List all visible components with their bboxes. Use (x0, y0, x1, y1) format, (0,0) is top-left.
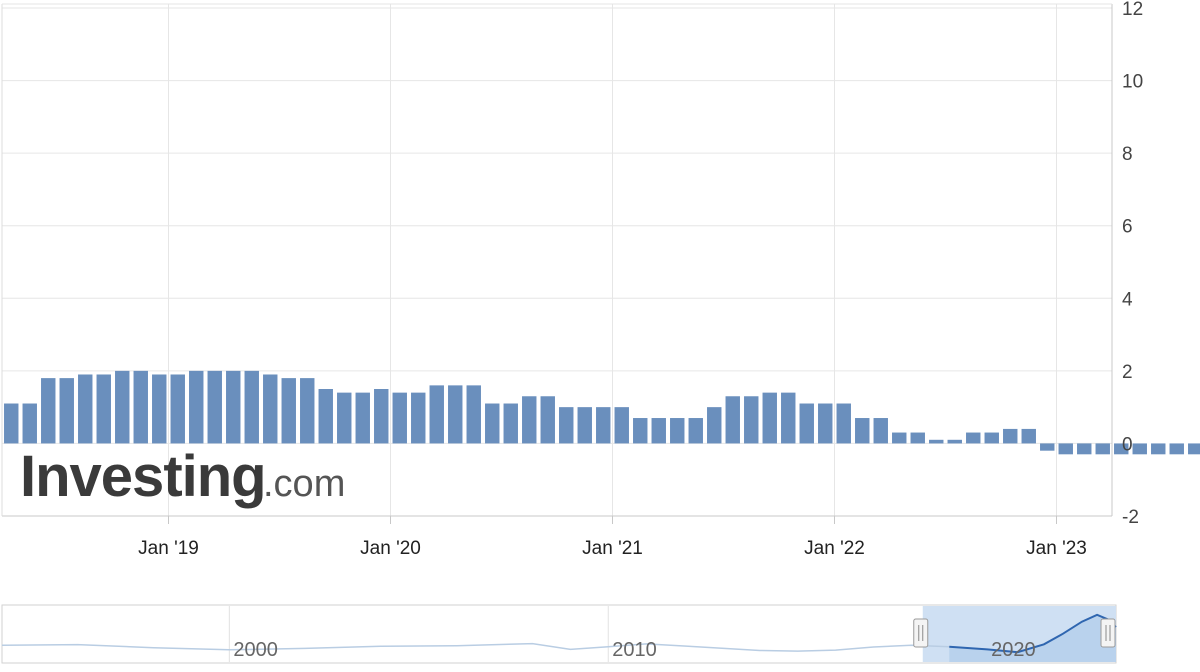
bar[interactable] (836, 403, 851, 444)
x-tick-label: Jan '22 (804, 538, 865, 559)
navigator-label: 2010 (612, 639, 657, 661)
x-tick-label: Jan '21 (582, 538, 643, 559)
bar[interactable] (670, 418, 685, 444)
bar[interactable] (1132, 443, 1147, 455)
y-tick-label: 8 (1122, 144, 1133, 165)
bar[interactable] (1077, 443, 1092, 455)
bar[interactable] (966, 432, 981, 444)
navigator-handle-left[interactable] (913, 618, 929, 648)
bar[interactable] (929, 439, 944, 444)
bar[interactable] (263, 374, 278, 444)
bar[interactable] (1151, 443, 1166, 455)
bar[interactable] (781, 392, 796, 444)
bar[interactable] (207, 370, 222, 444)
bar[interactable] (1040, 443, 1055, 451)
bar[interactable] (4, 403, 19, 444)
bar[interactable] (540, 396, 555, 444)
bar[interactable] (947, 439, 962, 444)
bar[interactable] (41, 378, 56, 444)
y-tick-label: 4 (1122, 289, 1133, 310)
y-tick-label: 6 (1122, 217, 1133, 238)
bar[interactable] (115, 370, 130, 444)
bar[interactable] (651, 418, 666, 444)
plot-background (2, 4, 1112, 516)
bar[interactable] (559, 407, 574, 444)
y-tick-label: 0 (1122, 434, 1133, 455)
bar[interactable] (707, 407, 722, 444)
bar[interactable] (522, 396, 537, 444)
bar[interactable] (318, 389, 333, 444)
investing-logo: Investing .com (20, 444, 345, 509)
bar[interactable] (1169, 443, 1184, 455)
bar[interactable] (411, 392, 426, 444)
y-axis-ticks: -2 0 2 4 6 8 10 12 (1122, 0, 1143, 528)
bar[interactable] (596, 407, 611, 444)
bar[interactable] (633, 418, 648, 444)
bar[interactable] (78, 374, 93, 444)
bar[interactable] (725, 396, 740, 444)
bar[interactable] (1021, 428, 1036, 444)
time-navigator[interactable]: 2000 2010 2020 (1, 604, 1117, 664)
bar[interactable] (226, 370, 241, 444)
navigator-label: 2020 (991, 639, 1036, 661)
y-tick-label: 12 (1122, 0, 1143, 20)
brand-name: Investing (20, 444, 266, 509)
bar[interactable] (281, 378, 296, 444)
bar[interactable] (244, 370, 259, 444)
bar[interactable] (503, 403, 518, 444)
bar[interactable] (744, 396, 759, 444)
bar[interactable] (448, 385, 463, 444)
bar[interactable] (688, 418, 703, 444)
navigator-label: 2000 (233, 639, 277, 661)
bar[interactable] (466, 385, 481, 444)
x-tick-label: Jan '23 (1026, 538, 1087, 559)
bar[interactable] (892, 432, 907, 444)
bar[interactable] (762, 392, 777, 444)
bar[interactable] (984, 432, 999, 444)
bar[interactable] (1114, 443, 1129, 455)
bar[interactable] (1003, 428, 1018, 444)
bar[interactable] (300, 378, 315, 444)
y-tick-label: 2 (1122, 362, 1133, 383)
axes (1, 3, 1113, 517)
navigator-handle-right[interactable] (1100, 618, 1116, 648)
bar-series[interactable] (4, 59, 1200, 455)
handle-grip[interactable] (913, 618, 929, 648)
bar[interactable] (818, 403, 833, 444)
bar[interactable] (855, 418, 870, 444)
bar[interactable] (374, 389, 389, 444)
bar[interactable] (577, 407, 592, 444)
bar[interactable] (873, 418, 888, 444)
bar[interactable] (614, 407, 629, 444)
grid-lines (2, 4, 1112, 517)
x-tick-label: Jan '20 (360, 538, 421, 559)
bar[interactable] (337, 392, 352, 444)
bar[interactable] (189, 370, 204, 444)
bar[interactable] (910, 432, 925, 444)
y-tick-label: -2 (1122, 507, 1139, 528)
bar[interactable] (152, 374, 167, 444)
bar[interactable] (1095, 443, 1110, 455)
x-axis-ticks: Jan '19 Jan '20 Jan '21 Jan '22 Jan '23 (138, 516, 1087, 559)
brand-suffix: .com (263, 463, 345, 505)
bar[interactable] (1188, 443, 1200, 455)
bar[interactable] (1058, 443, 1073, 455)
navigator-selected-trend-line (949, 613, 1117, 654)
x-tick-label: Jan '19 (138, 538, 199, 559)
handle-grip[interactable] (1100, 618, 1116, 648)
bar[interactable] (429, 385, 444, 444)
bar[interactable] (22, 403, 37, 444)
bar[interactable] (133, 370, 148, 444)
bar[interactable] (485, 403, 500, 444)
bar[interactable] (799, 403, 814, 444)
navigator-labels: 2000 2010 2020 (233, 639, 1035, 661)
y-tick-label: 10 (1122, 72, 1143, 93)
bar[interactable] (170, 374, 185, 444)
bar[interactable] (392, 392, 407, 444)
bar[interactable] (355, 392, 370, 444)
bar[interactable] (96, 374, 111, 444)
bar[interactable] (59, 378, 74, 444)
